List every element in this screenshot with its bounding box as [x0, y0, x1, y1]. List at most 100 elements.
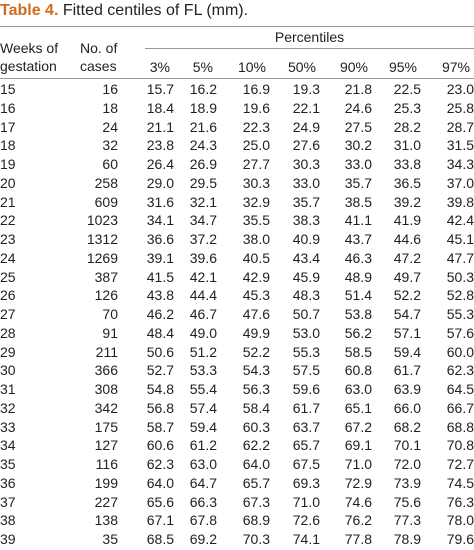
cell-cases: 199 [94, 474, 118, 491]
cell-value: 43.7 [344, 231, 372, 247]
cell-value: 52.7 [146, 362, 174, 379]
cell-value: 27.5 [344, 118, 372, 135]
cell-value: 22.3 [242, 118, 270, 135]
cell-value: 22.1 [292, 99, 320, 116]
header-percentile: 10% [237, 59, 266, 75]
cell-value: 48.3 [292, 287, 320, 304]
cell-value: 68.8 [446, 418, 474, 435]
cell-value: 39.1 [146, 249, 174, 266]
cell-value: 52.8 [446, 287, 474, 304]
cell-value: 53.0 [292, 324, 320, 341]
cell-value: 69.3 [292, 474, 320, 491]
cell-value: 61.7 [393, 362, 421, 379]
cell-value: 32.9 [242, 193, 270, 210]
cell-value: 43.8 [146, 287, 174, 304]
cell-value: 24.6 [344, 99, 372, 116]
cell-value: 26.4 [146, 156, 174, 172]
cell-value: 26.9 [189, 156, 217, 172]
cell-value: 39.6 [189, 249, 217, 266]
cell-value: 16.2 [189, 81, 217, 97]
cell-cases: 175 [94, 418, 118, 435]
top-rule [0, 26, 474, 27]
cell-cases: 60 [102, 156, 118, 172]
cell-week: 26 [0, 287, 16, 304]
cell-value: 46.3 [344, 249, 372, 266]
cell-value: 35.5 [242, 212, 270, 229]
cell-cases: 70 [102, 306, 118, 322]
cell-value: 54.3 [242, 362, 270, 379]
cell-value: 65.1 [344, 399, 372, 416]
cell-cases: 258 [94, 174, 118, 191]
group-rule [145, 48, 474, 49]
cell-value: 33.0 [292, 174, 320, 191]
cell-value: 79.6 [446, 531, 474, 547]
cell-week: 24 [0, 249, 16, 266]
cell-week: 23 [0, 231, 16, 247]
header-percentile: 3% [149, 59, 170, 75]
cell-value: 49.9 [242, 324, 270, 341]
cell-value: 66.0 [393, 399, 421, 416]
cell-cases: 1312 [86, 231, 118, 247]
cell-value: 62.2 [242, 437, 270, 454]
cell-value: 70.3 [242, 531, 270, 547]
cell-value: 56.2 [344, 324, 372, 341]
cell-value: 67.2 [344, 418, 372, 435]
cell-value: 21.1 [146, 118, 174, 135]
cell-value: 64.5 [446, 381, 474, 397]
cell-value: 36.6 [146, 231, 174, 247]
cell-value: 56.3 [242, 381, 270, 397]
cell-value: 60.6 [146, 437, 174, 454]
cell-week: 38 [0, 512, 16, 529]
cell-value: 54.8 [146, 381, 174, 397]
cell-value: 41.9 [393, 212, 421, 229]
cell-value: 24.3 [189, 137, 217, 154]
cell-value: 63.0 [189, 456, 217, 472]
cell-week: 32 [0, 399, 16, 416]
header-percentile: 5% [192, 59, 213, 75]
cell-value: 60.0 [446, 343, 474, 360]
cell-value: 19.3 [292, 81, 320, 97]
cell-value: 59.6 [292, 381, 320, 397]
cell-value: 35.7 [292, 193, 320, 210]
cell-value: 77.8 [344, 531, 372, 547]
cell-value: 57.5 [292, 362, 320, 379]
cell-value: 33.0 [344, 156, 372, 172]
cell-week: 17 [0, 118, 16, 135]
cell-value: 61.2 [189, 437, 217, 454]
cell-week: 33 [0, 418, 16, 435]
cell-value: 50.7 [292, 306, 320, 322]
cell-value: 72.6 [292, 512, 320, 529]
cell-value: 19.6 [242, 99, 270, 116]
cell-value: 47.7 [446, 249, 474, 266]
cell-value: 28.7 [446, 118, 474, 135]
cell-week: 18 [0, 137, 16, 154]
cell-cases: 387 [94, 268, 118, 285]
cell-value: 60.8 [344, 362, 372, 379]
cell-cases: 609 [94, 193, 118, 210]
cell-value: 63.7 [292, 418, 320, 435]
cell-value: 67.1 [146, 512, 174, 529]
cell-value: 47.2 [393, 249, 421, 266]
cell-value: 67.3 [242, 493, 270, 510]
cell-value: 68.9 [242, 512, 270, 529]
cell-week: 16 [0, 99, 16, 116]
cell-value: 22.5 [393, 81, 421, 97]
cell-value: 43.4 [292, 249, 320, 266]
cell-week: 30 [0, 362, 16, 379]
cell-value: 45.3 [242, 287, 270, 304]
cell-value: 64.0 [242, 456, 270, 472]
cell-value: 58.5 [344, 343, 372, 360]
cell-week: 21 [0, 193, 16, 210]
cell-value: 41.1 [344, 212, 372, 229]
cell-value: 25.0 [242, 137, 270, 154]
cell-value: 64.7 [189, 474, 217, 491]
cell-week: 27 [0, 306, 16, 322]
cell-cases: 35 [102, 531, 118, 547]
cell-value: 51.2 [189, 343, 217, 360]
cell-value: 78.9 [393, 531, 421, 547]
cell-week: 39 [0, 531, 16, 547]
cell-week: 31 [0, 381, 16, 397]
cell-value: 31.6 [146, 193, 174, 210]
cell-cases: 138 [94, 512, 118, 529]
